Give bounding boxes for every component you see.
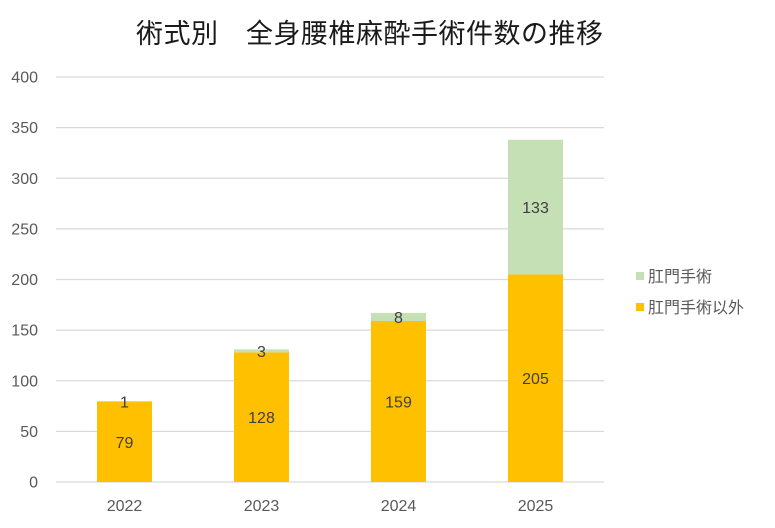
legend-swatch bbox=[636, 303, 644, 311]
x-axis-ticks: 2022 2023 2024 2025 bbox=[107, 498, 554, 515]
legend-swatch bbox=[636, 272, 644, 280]
data-label: 79 bbox=[116, 435, 134, 452]
bars bbox=[97, 139, 563, 482]
y-tick-label: 250 bbox=[11, 221, 38, 238]
bar-segment bbox=[508, 139, 563, 275]
x-tick-label: 2024 bbox=[381, 498, 417, 515]
x-tick-label: 2025 bbox=[518, 498, 554, 515]
y-tick-label: 400 bbox=[11, 70, 38, 87]
chart-title-text: 術式別 全身腰椎麻酔手術件数の推移 bbox=[136, 19, 604, 50]
bar-segment bbox=[371, 312, 426, 322]
data-label: 1 bbox=[120, 395, 129, 412]
bar-segment bbox=[234, 349, 289, 353]
data-label: 205 bbox=[522, 371, 549, 388]
data-label: 128 bbox=[248, 410, 275, 427]
bar-segment bbox=[234, 352, 289, 482]
y-tick-label: 100 bbox=[11, 373, 38, 390]
bar-segment bbox=[508, 274, 563, 482]
data-label: 8 bbox=[394, 310, 403, 327]
y-tick-label: 200 bbox=[11, 272, 38, 289]
bar-segment bbox=[371, 321, 426, 482]
data-labels: 79 1 128 3 159 8 205 133 bbox=[116, 200, 549, 452]
data-label: 159 bbox=[385, 395, 412, 412]
y-tick-label: 350 bbox=[11, 120, 38, 137]
legend-label: 肛門手術以外 bbox=[648, 298, 744, 317]
data-label: 3 bbox=[257, 344, 266, 361]
x-tick-label: 2022 bbox=[107, 498, 143, 515]
y-tick-label: 300 bbox=[11, 171, 38, 188]
bar-segment bbox=[97, 401, 152, 403]
y-tick-label: 50 bbox=[20, 424, 38, 441]
y-tick-label: 150 bbox=[11, 323, 38, 340]
data-label: 133 bbox=[522, 200, 549, 217]
bar-segment bbox=[97, 402, 152, 482]
x-tick-label: 2023 bbox=[244, 498, 280, 515]
y-tick-label: 0 bbox=[29, 475, 38, 492]
legend-label: 肛門手術 bbox=[648, 267, 712, 286]
y-axis-ticks: 0 50 100 150 200 250 300 350 400 bbox=[11, 70, 38, 492]
